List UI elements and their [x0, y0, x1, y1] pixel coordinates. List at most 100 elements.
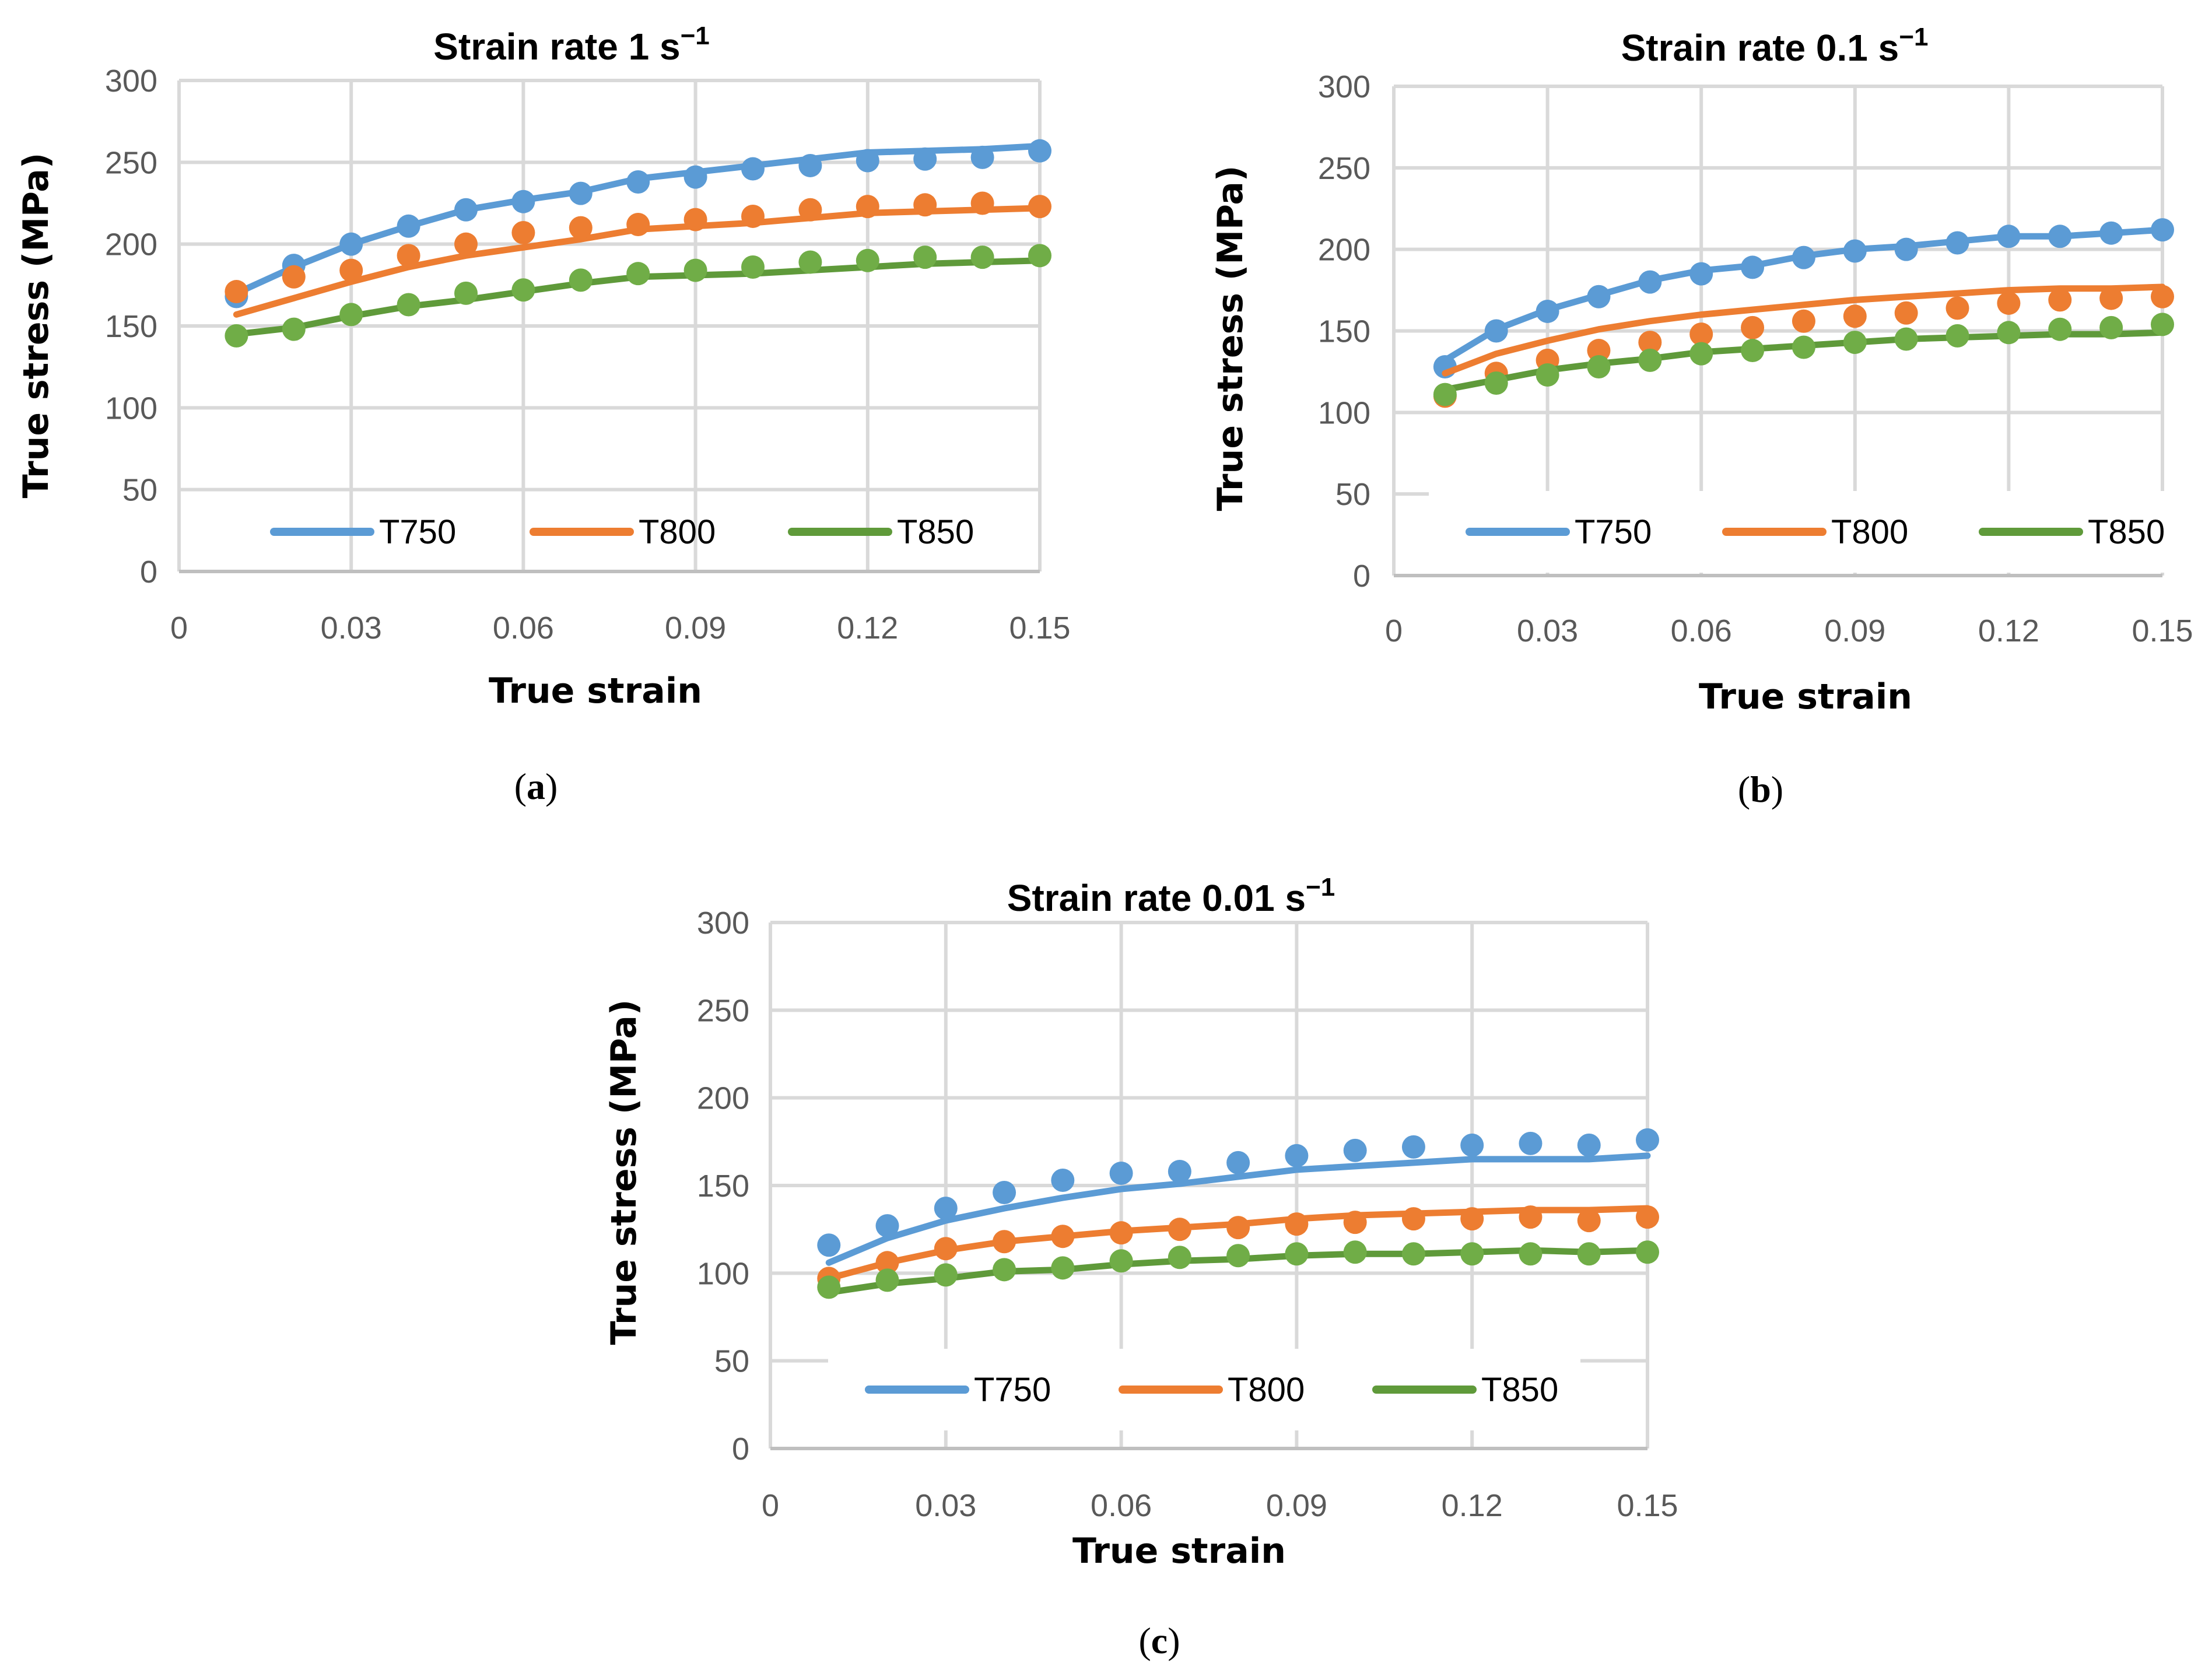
y-tick-label: 300	[105, 64, 157, 99]
y-tick-label: 0	[140, 555, 157, 590]
data-point-T850	[1689, 342, 1713, 366]
y-tick-label: 150	[105, 309, 157, 344]
data-point-T850	[817, 1275, 841, 1299]
x-axis-label: True strain	[1072, 1531, 1286, 1572]
data-point-T750	[1484, 319, 1508, 343]
legend: T750 T800 T850	[1429, 491, 2187, 573]
data-point-T750	[2099, 221, 2123, 245]
data-point-T750	[626, 170, 650, 194]
data-point-T800	[1109, 1221, 1133, 1245]
caption-part: )	[545, 766, 558, 807]
y-tick-label: 0	[1353, 559, 1370, 594]
y-tick-label: 300	[697, 906, 749, 941]
data-point-T850	[1401, 1242, 1425, 1266]
data-point-T850	[569, 268, 593, 292]
legend-label: T750	[1575, 513, 1652, 551]
x-tick-label: 0.03	[321, 611, 382, 646]
title-superscript: −1	[1306, 873, 1335, 902]
y-tick-label: 100	[105, 391, 157, 426]
data-point-T750	[817, 1233, 841, 1257]
series-T750	[817, 1128, 1659, 1266]
x-tick-label: 0.15	[2132, 613, 2193, 648]
data-point-T750	[934, 1197, 958, 1220]
data-point-T800	[1460, 1207, 1484, 1231]
data-point-T750	[1577, 1133, 1601, 1157]
data-point-T800	[1028, 195, 1051, 219]
data-point-T750	[1109, 1161, 1133, 1185]
data-point-T850	[1168, 1246, 1191, 1269]
data-point-T750	[454, 198, 478, 222]
figure-caption: (c)	[1138, 1620, 1180, 1661]
x-tick-label: 0.12	[1978, 613, 2039, 648]
legend-label: T750	[974, 1371, 1051, 1409]
legend-label: T800	[1831, 513, 1908, 551]
data-point-T800	[1519, 1205, 1543, 1229]
x-tick-label: 0.03	[1517, 613, 1578, 648]
data-point-T850	[511, 278, 535, 302]
data-point-T800	[1285, 1212, 1309, 1236]
caption-part: (	[1738, 769, 1750, 810]
data-point-T800	[1997, 291, 2021, 315]
caption-part: b	[1750, 769, 1771, 810]
legend-label: T800	[639, 513, 716, 551]
data-point-T800	[626, 212, 650, 236]
legend-label: T850	[1481, 1371, 1558, 1409]
legend: T750 T800 T850	[828, 1349, 1580, 1430]
data-point-T800	[875, 1251, 899, 1275]
data-point-T800	[454, 232, 478, 256]
data-point-T800	[683, 208, 707, 232]
data-point-T750	[1792, 245, 1815, 269]
caption-part: c	[1151, 1620, 1168, 1661]
data-point-T750	[1519, 1131, 1543, 1155]
y-tick-label: 250	[1318, 151, 1370, 186]
data-point-T800	[2048, 288, 2072, 312]
series-T850	[1433, 313, 2174, 406]
x-tick-label: 0.12	[1442, 1488, 1503, 1523]
legend-label: T800	[1228, 1371, 1305, 1409]
chart-title: Strain rate 0.1 s−1	[1621, 23, 1929, 69]
data-point-T750	[741, 157, 765, 181]
data-point-T850	[1433, 383, 1457, 406]
y-axis-label: True stress (MPa)	[604, 999, 644, 1345]
data-point-T750	[856, 149, 879, 173]
caption-part: (	[514, 766, 527, 807]
legend-label: T750	[379, 513, 456, 551]
data-point-T750	[569, 181, 593, 205]
data-point-T850	[1577, 1242, 1601, 1266]
data-point-T850	[397, 293, 420, 317]
data-point-T850	[1051, 1256, 1075, 1280]
data-point-T850	[798, 250, 822, 274]
x-axis-label: True strain	[489, 671, 702, 711]
data-point-T800	[798, 198, 822, 222]
data-point-T850	[454, 281, 478, 305]
data-point-T850	[225, 324, 248, 348]
data-point-T850	[1343, 1240, 1367, 1264]
chart-title: Strain rate 1 s−1	[433, 22, 709, 68]
data-point-T750	[397, 214, 420, 238]
x-tick-label: 0.09	[1824, 613, 1885, 648]
fit-line-T800	[1442, 283, 2166, 377]
data-point-T750	[2048, 225, 2072, 248]
series-T800	[225, 191, 1051, 318]
fit-line-T750	[825, 1152, 1651, 1266]
data-point-T850	[1484, 371, 1508, 395]
y-tick-label: 200	[1318, 233, 1370, 268]
data-point-T850	[683, 258, 707, 282]
figure-caption: (b)	[1738, 769, 1783, 810]
data-point-T750	[1536, 299, 1559, 323]
data-point-T750	[1741, 255, 1765, 279]
x-tick-label: 0.09	[665, 611, 726, 646]
data-point-T850	[993, 1258, 1016, 1282]
data-point-T750	[1894, 237, 1918, 261]
data-point-T750	[798, 153, 822, 177]
y-tick-label: 50	[714, 1344, 749, 1379]
data-point-T800	[339, 258, 363, 282]
series-T850	[225, 244, 1051, 348]
chart-a: 0 50 100 150 200 250 300 0 0.03 0.06 0.09 0.12 0.15 T…	[16, 22, 1071, 807]
data-point-T750	[1051, 1168, 1075, 1192]
data-point-T800	[1587, 339, 1611, 363]
data-point-T750	[1636, 1128, 1659, 1152]
data-point-T750	[1226, 1151, 1250, 1174]
legend-label: T850	[2088, 513, 2165, 551]
